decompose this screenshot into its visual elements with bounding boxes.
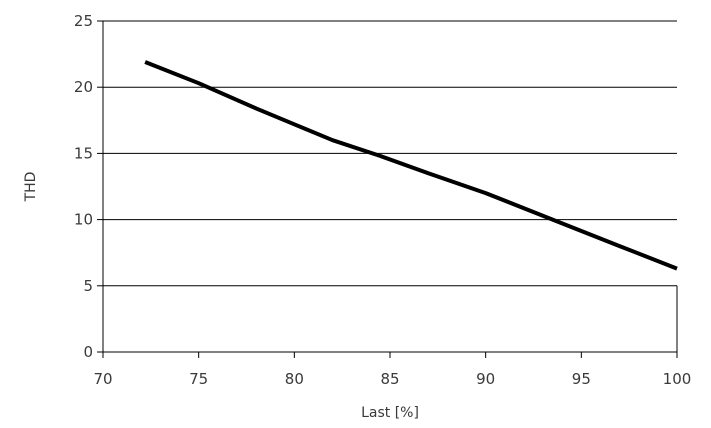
axes bbox=[102, 21, 678, 353]
y-axis-label: THD bbox=[23, 172, 39, 203]
x-tick-label-70: 70 bbox=[93, 370, 112, 388]
x-tick-label-85: 85 bbox=[380, 370, 399, 388]
y-tick-label-5: 5 bbox=[83, 277, 93, 295]
y-tick-labels: 0 5 10 15 20 25 bbox=[74, 12, 93, 361]
series-group bbox=[144, 60, 678, 271]
series-line-0 bbox=[144, 60, 678, 271]
y-tick-label-15: 15 bbox=[74, 144, 93, 162]
x-tick-label-95: 95 bbox=[572, 370, 591, 388]
tick-marks bbox=[97, 20, 678, 358]
y-tick-label-0: 0 bbox=[83, 343, 93, 361]
x-tick-label-75: 75 bbox=[189, 370, 208, 388]
y-tick-label-20: 20 bbox=[74, 78, 93, 96]
x-axis-label: Last [%] bbox=[361, 405, 419, 421]
x-tick-label-90: 90 bbox=[476, 370, 495, 388]
x-tick-labels: 70 75 80 85 90 95 100 bbox=[93, 370, 691, 388]
y-tick-label-10: 10 bbox=[74, 211, 93, 229]
grid-lines bbox=[103, 20, 677, 287]
x-tick-label-100: 100 bbox=[663, 370, 692, 388]
x-tick-label-80: 80 bbox=[285, 370, 304, 388]
y-tick-label-25: 25 bbox=[74, 12, 93, 30]
